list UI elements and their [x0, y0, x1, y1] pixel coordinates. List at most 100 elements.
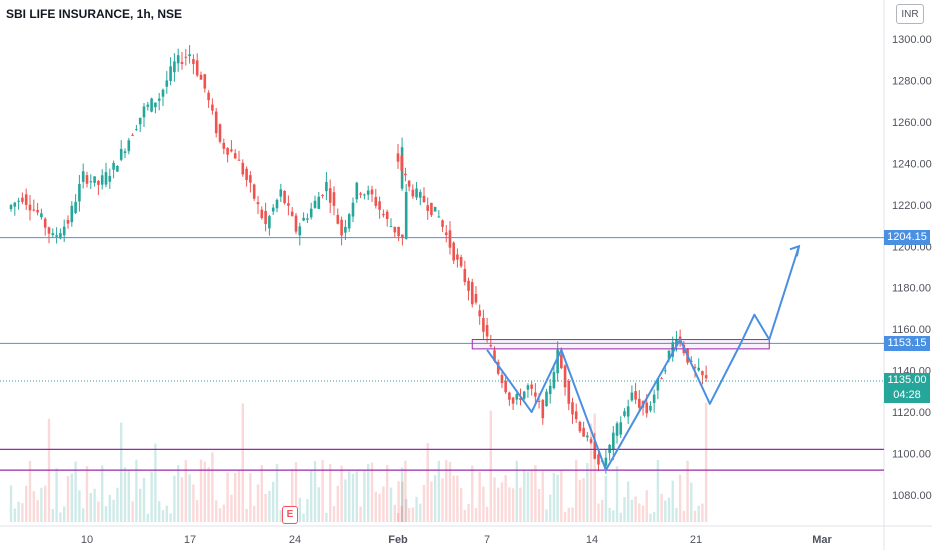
volume-bar	[623, 497, 626, 522]
candle-body	[214, 111, 218, 134]
volume-bar	[306, 498, 309, 522]
currency-selector[interactable]: INR	[896, 4, 924, 24]
volume-bar	[400, 506, 403, 522]
volume-bar	[604, 475, 608, 522]
candle-body	[78, 183, 81, 202]
candle-body	[135, 129, 138, 131]
candle-body	[652, 394, 656, 403]
candle-body	[504, 380, 507, 393]
volume-bar	[552, 473, 556, 522]
candle-body	[157, 98, 161, 101]
volume-bar	[264, 493, 267, 522]
candle-body	[279, 189, 283, 197]
volume-bar	[158, 501, 161, 522]
candle-body	[43, 218, 47, 228]
volume-bar	[63, 506, 66, 522]
candle-body	[407, 180, 411, 187]
candle-body	[470, 282, 474, 305]
candle-body	[180, 62, 184, 64]
volume-bar	[268, 490, 271, 522]
volume-bar	[9, 485, 13, 522]
candle-body	[131, 134, 134, 136]
volume-bar	[437, 460, 441, 522]
candle-body	[36, 209, 39, 213]
candle-body	[294, 215, 298, 232]
candle-body	[508, 392, 511, 400]
volume-bar	[401, 481, 404, 522]
candle-body	[418, 191, 422, 198]
candle-body	[397, 226, 400, 237]
volume-bar	[340, 465, 343, 522]
volume-bar	[660, 493, 663, 522]
volume-bar	[256, 484, 260, 522]
candle-body	[188, 54, 191, 57]
volume-bar	[241, 403, 244, 522]
volume-bar	[405, 499, 408, 522]
volume-bar	[344, 479, 347, 522]
candle-body	[24, 194, 28, 205]
candle-body	[127, 140, 131, 152]
candle-body	[612, 432, 615, 451]
candle-body	[32, 209, 36, 211]
volume-bar	[489, 410, 493, 522]
volume-bar	[215, 500, 218, 522]
candle-body	[268, 216, 271, 229]
candle-body	[630, 392, 634, 401]
earnings-event-marker[interactable]: E	[282, 506, 298, 524]
volume-bar	[697, 505, 700, 522]
volume-bar	[397, 481, 400, 522]
candle-body	[112, 162, 115, 170]
volume-bar	[351, 473, 355, 522]
candle-body	[422, 195, 426, 202]
candle-body	[85, 175, 89, 184]
volume-bar	[474, 508, 478, 522]
candle-body	[597, 454, 600, 465]
y-tick-label: 1100.00	[892, 449, 931, 461]
volume-bar	[104, 506, 108, 522]
volume-bar	[549, 494, 552, 522]
volume-bar	[608, 507, 611, 522]
y-tick-label: 1120.00	[892, 407, 931, 419]
candle-body	[519, 398, 522, 400]
candle-body	[287, 203, 290, 206]
candle-body	[290, 211, 294, 216]
candle-body	[119, 148, 123, 160]
candle-body	[430, 202, 433, 216]
volume-bar	[329, 463, 332, 522]
candle-body	[541, 399, 545, 419]
symbol-title[interactable]: SBI LIFE INSURANCE, 1h, NSE	[6, 7, 183, 21]
volume-bar	[482, 486, 485, 522]
volume-bar	[448, 461, 452, 522]
volume-bar	[97, 501, 100, 522]
candle-body	[604, 457, 608, 466]
candle-body	[582, 427, 585, 437]
volume-bar	[389, 487, 393, 522]
volume-bar	[571, 507, 574, 522]
candle-body	[309, 208, 313, 218]
volume-bar	[59, 512, 62, 522]
x-tick-label: 21	[690, 534, 702, 546]
candle-body	[415, 188, 418, 198]
candle-body	[467, 280, 470, 291]
y-tick-label: 1160.00	[892, 324, 931, 336]
y-tick-label: 1080.00	[892, 490, 932, 502]
candle-body	[638, 398, 641, 408]
candle-body	[396, 153, 400, 162]
volume-bar	[123, 467, 127, 522]
resistance-price-label: 1204.15	[884, 230, 930, 245]
candle-body	[667, 350, 671, 359]
candle-body	[530, 384, 533, 389]
x-tick-label: 24	[289, 534, 301, 546]
volume-bar	[612, 510, 615, 522]
volume-bar	[415, 496, 418, 522]
volume-bar	[332, 506, 336, 522]
candle-body	[230, 149, 233, 152]
volume-bar	[275, 464, 279, 522]
volume-bar	[249, 473, 252, 522]
volume-bar	[374, 491, 377, 522]
candle-body	[363, 194, 366, 196]
volume-bar	[422, 484, 426, 522]
volume-bar	[317, 487, 320, 522]
candle-body	[59, 233, 62, 239]
